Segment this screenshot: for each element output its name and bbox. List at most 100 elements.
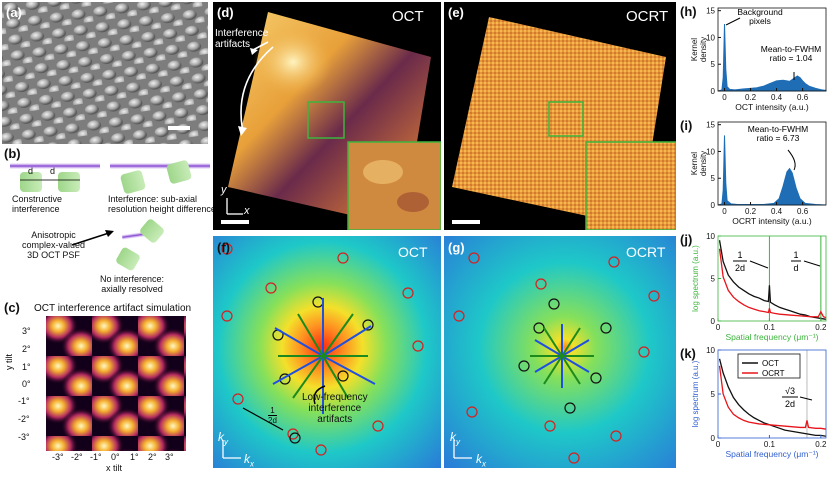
sem-image [2,2,208,144]
x-tick: 3° [165,452,174,462]
y-axis-label: log spectrum (a.u.) [691,360,700,427]
x-tick-label: 0.6 [797,93,809,102]
x-axis-label: x tilt [106,463,123,473]
scale-bar [221,220,249,224]
schematic-b [10,160,210,271]
series-line-ocrt [718,365,827,430]
y-tick: 1° [22,362,31,372]
x-axis-label: OCT intensity (a.u.) [735,102,809,112]
y-axis-label: y tilt [4,353,14,370]
x-tick-label: 0 [722,207,727,216]
artifact-arrow [240,46,274,133]
axis-y: y [221,184,227,196]
pillar [140,219,164,243]
half-d-den: 2d [735,263,745,273]
arrow-star [272,298,376,414]
chart-j: 0 0.1 0.2 0 5 10 Spatial frequency (μm⁻¹) log s… [691,232,827,342]
roi-box [548,101,584,137]
panel-label-d: (d) [217,5,234,20]
full-d-den: d [793,263,798,273]
annotation-arrow [799,396,813,401]
panel-label-i: (i) [680,118,693,133]
low-freq-label: Low-frequency interference artifacts [302,392,368,425]
ocrt-image [444,2,676,230]
density-area [717,135,827,206]
sqrt-num: √3 [785,386,795,396]
ratio-annotation: Mean-to-FWHM ratio = 6.73 [748,124,808,143]
panel-label-j: (j) [680,232,693,247]
x-tick-label: 0.4 [771,207,783,216]
sim-title: OCT interference artifact simulation [34,303,192,314]
pillar [116,247,140,271]
annotation-arrow [803,260,821,267]
y-tick-label: 0 [711,201,716,210]
y-tick-label: 15 [706,7,715,16]
x-tick: 1° [130,452,139,462]
annotation-arrow [749,260,769,269]
x-tick: -3° [52,452,64,462]
y-tick: -1° [18,396,30,406]
red-circles [453,252,660,464]
y-axis-label: Kerneldensity [690,37,708,62]
x-tick-label: 0.4 [771,93,783,102]
arrow [71,231,113,246]
y-tick: -3° [18,432,30,442]
annotation-arrow [787,149,796,171]
half-frac: 1 2d [268,406,277,425]
x-tick: -1° [90,452,102,462]
x-tick-label: 0.1 [764,440,776,449]
psf-label: Anisotropic complex-valued 3D OCT PSF [22,230,86,260]
zoom-inset [585,141,676,230]
legend-box [737,353,801,379]
full-d-num: 1 [793,250,798,260]
ratio-annotation: Mean-to-FWHM ratio = 1.04 [761,44,821,63]
interference-artifacts-label: Interference artifacts [215,28,269,50]
chart-i: 0 0.2 0.4 0.6 0 5 10 15 OCRT intensity (a.u.) Ker… [690,121,827,226]
zoom-inset [347,141,441,230]
roi-box [307,101,345,139]
panel-label-f: (f) [217,240,230,255]
d-label: d [50,166,56,176]
half-d-num: 1 [737,250,742,260]
background-annotation: Background pixels [737,7,783,26]
ky-label: ky [450,430,460,447]
kx-label: kx [476,452,486,469]
x-tick-label: 0.2 [745,93,757,102]
red-circles [221,243,424,456]
x-tick: 2° [148,452,157,462]
legend-label: OCRT [762,369,785,378]
x-tick: 0° [111,452,120,462]
y-tick-label: 10 [706,147,715,156]
y-tick: 3° [22,326,31,336]
pillar [58,172,80,192]
x-axis-label: OCRT intensity (a.u.) [732,216,812,226]
panel-label-h: (h) [680,4,697,19]
density-area [717,24,827,92]
y-tick-label: 5 [711,60,716,69]
y-tick-label: 5 [711,390,716,399]
plot-frame [717,235,827,322]
oct-fourier [213,236,441,468]
d-label: d [28,166,34,176]
sqrt-den: 2d [785,399,795,409]
ocrt-fourier [444,236,676,468]
x-tick-label: 0.2 [815,440,827,449]
annotation-arrow [725,17,741,26]
oct-tag: OCT [392,8,424,25]
sem-texture [2,2,208,144]
ocrt-tag: OCRT [626,8,669,25]
sim-heatmap [46,316,186,451]
axis-x: x [244,205,250,217]
ocrt-tag-g: OCRT [626,244,666,260]
black-circles [272,296,374,444]
panel-label-c: (c) [4,300,20,315]
x-tick-label: 0 [722,93,727,102]
x-tick-label: 0.6 [797,207,809,216]
series-line-oct [718,240,827,320]
x-tick-label: 0.2 [815,323,827,332]
y-tick: 0° [22,379,31,389]
y-tick-label: 0 [711,87,716,96]
psf-beam [110,163,210,169]
x-tick-label: 0 [716,323,721,332]
scale-bar [452,220,480,224]
